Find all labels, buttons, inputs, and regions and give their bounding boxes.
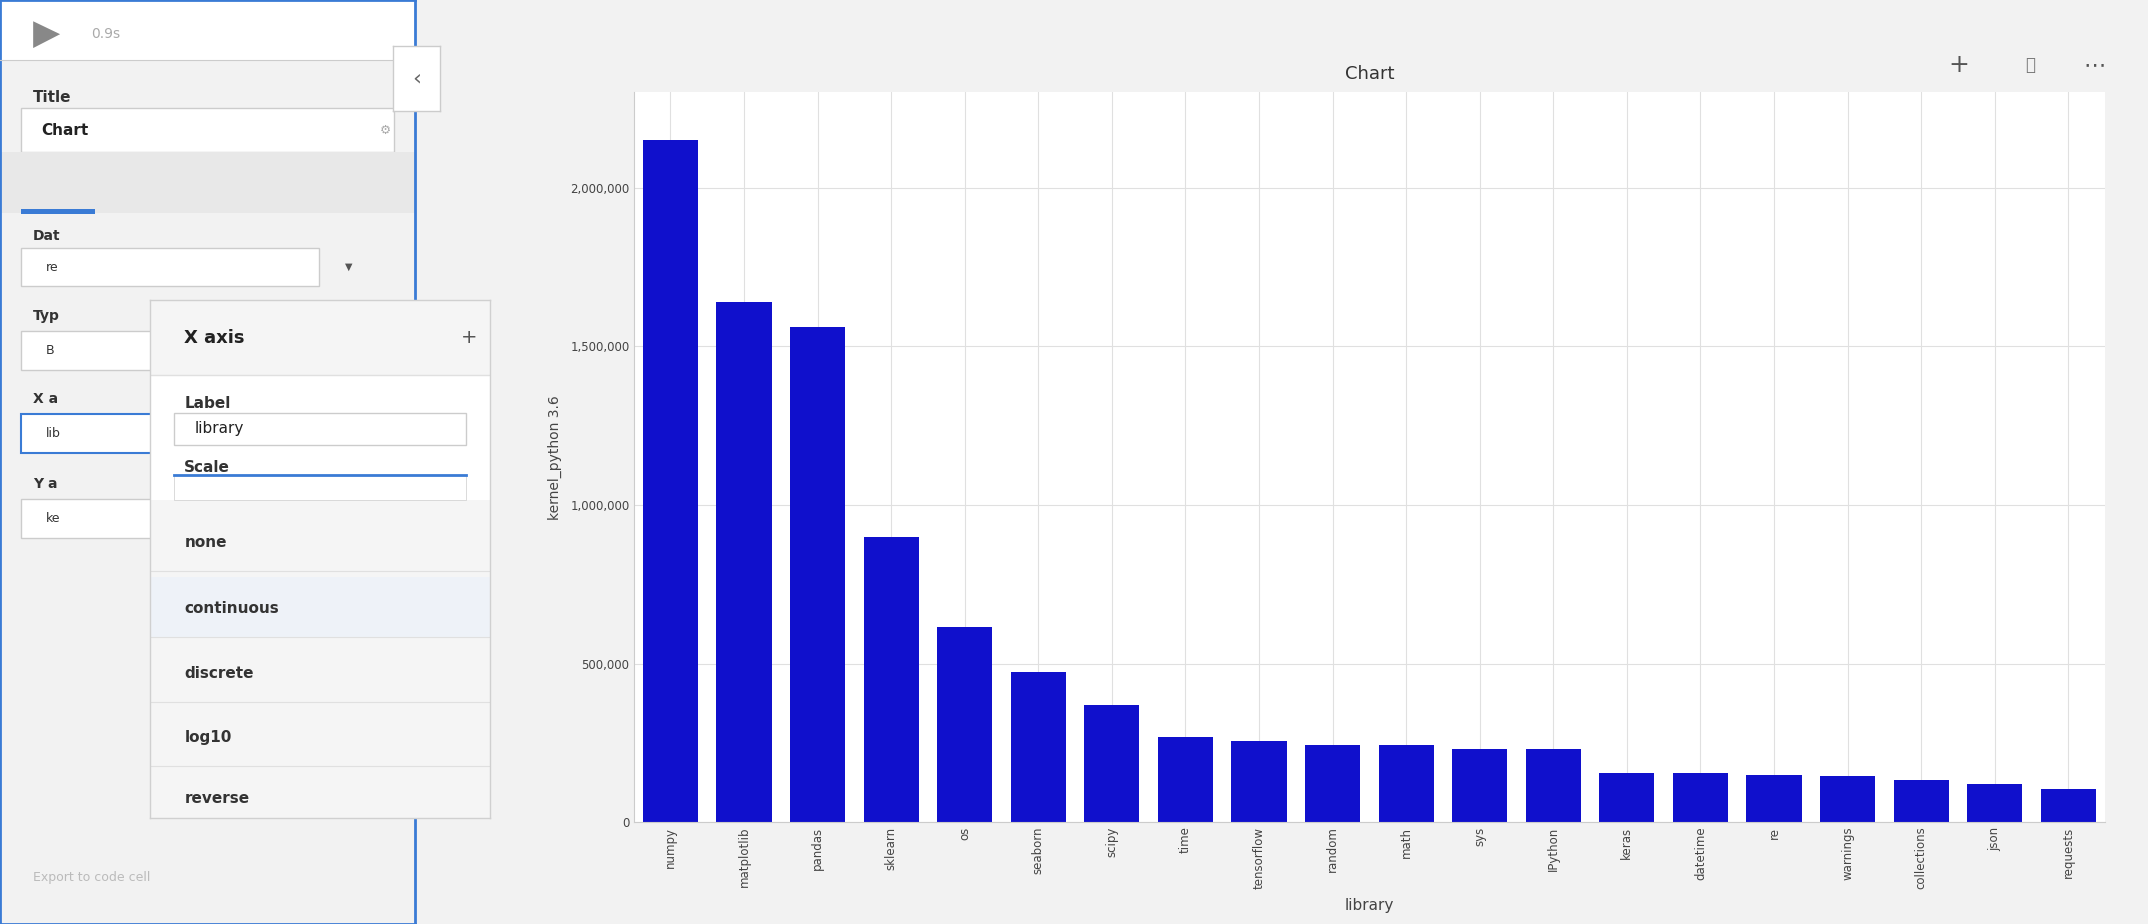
Text: 0.9s: 0.9s [90, 27, 120, 42]
Text: discrete: discrete [185, 666, 253, 681]
Bar [1819, 776, 1875, 822]
Text: ▼: ▼ [344, 262, 352, 272]
Text: ⚙: ⚙ [380, 124, 391, 137]
Text: Typ: Typ [32, 309, 60, 323]
Bar [717, 302, 771, 822]
Bar [21, 108, 393, 152]
Text: X a: X a [32, 392, 58, 407]
Bar [1895, 780, 1948, 822]
X-axis label: library: library [1345, 897, 1394, 913]
Bar [1085, 705, 1138, 822]
Bar [1158, 736, 1214, 822]
Bar [1306, 745, 1360, 822]
Bar [1968, 784, 2021, 822]
Text: Chart: Chart [41, 123, 88, 138]
Bar [1452, 749, 1508, 822]
Bar [0, 0, 415, 60]
Bar [21, 248, 320, 286]
Text: +: + [1948, 53, 1970, 77]
Bar [790, 327, 844, 822]
Text: ‹: ‹ [412, 68, 421, 89]
Text: reverse: reverse [185, 791, 249, 806]
Bar [1379, 745, 1433, 822]
Bar [0, 152, 415, 213]
Text: ⚙: ⚙ [380, 427, 391, 440]
Text: Dat: Dat [32, 228, 60, 243]
Bar [150, 300, 490, 375]
Text: none: none [185, 535, 228, 550]
Text: Scale: Scale [185, 460, 230, 476]
Text: ⋯: ⋯ [2084, 55, 2105, 75]
Bar [21, 414, 320, 453]
Bar [642, 140, 698, 822]
Title: Chart: Chart [1345, 65, 1394, 82]
Text: continuous: continuous [185, 601, 279, 615]
Text: lib: lib [45, 427, 60, 440]
Text: +: + [462, 328, 477, 347]
Bar [1012, 672, 1065, 822]
Bar [174, 475, 466, 500]
Text: Title: Title [32, 90, 71, 104]
Bar [21, 209, 95, 214]
Text: Y a: Y a [32, 477, 58, 492]
Bar [1746, 774, 1802, 822]
Bar [21, 499, 320, 538]
Text: library: library [195, 421, 245, 436]
Bar [174, 413, 466, 445]
Text: 🗑: 🗑 [2026, 55, 2034, 74]
Bar [863, 537, 919, 822]
Text: Label: Label [185, 396, 230, 411]
Text: Export to code cell: Export to code cell [32, 871, 150, 884]
Bar [1600, 773, 1654, 822]
Bar [937, 627, 992, 822]
Text: ⚙: ⚙ [380, 512, 391, 525]
Bar [1231, 741, 1287, 822]
Bar [1525, 749, 1581, 822]
Text: log10: log10 [185, 730, 232, 745]
Bar [150, 500, 490, 818]
Text: ke: ke [45, 512, 60, 525]
Bar [1673, 773, 1727, 822]
Text: re: re [45, 261, 58, 274]
Text: B: B [45, 344, 54, 357]
Bar [21, 331, 320, 370]
Bar [2041, 789, 2096, 822]
Text: X axis: X axis [185, 329, 245, 346]
Polygon shape [32, 21, 60, 48]
Bar [150, 578, 490, 637]
Y-axis label: kernel_python 3.6: kernel_python 3.6 [548, 395, 563, 520]
